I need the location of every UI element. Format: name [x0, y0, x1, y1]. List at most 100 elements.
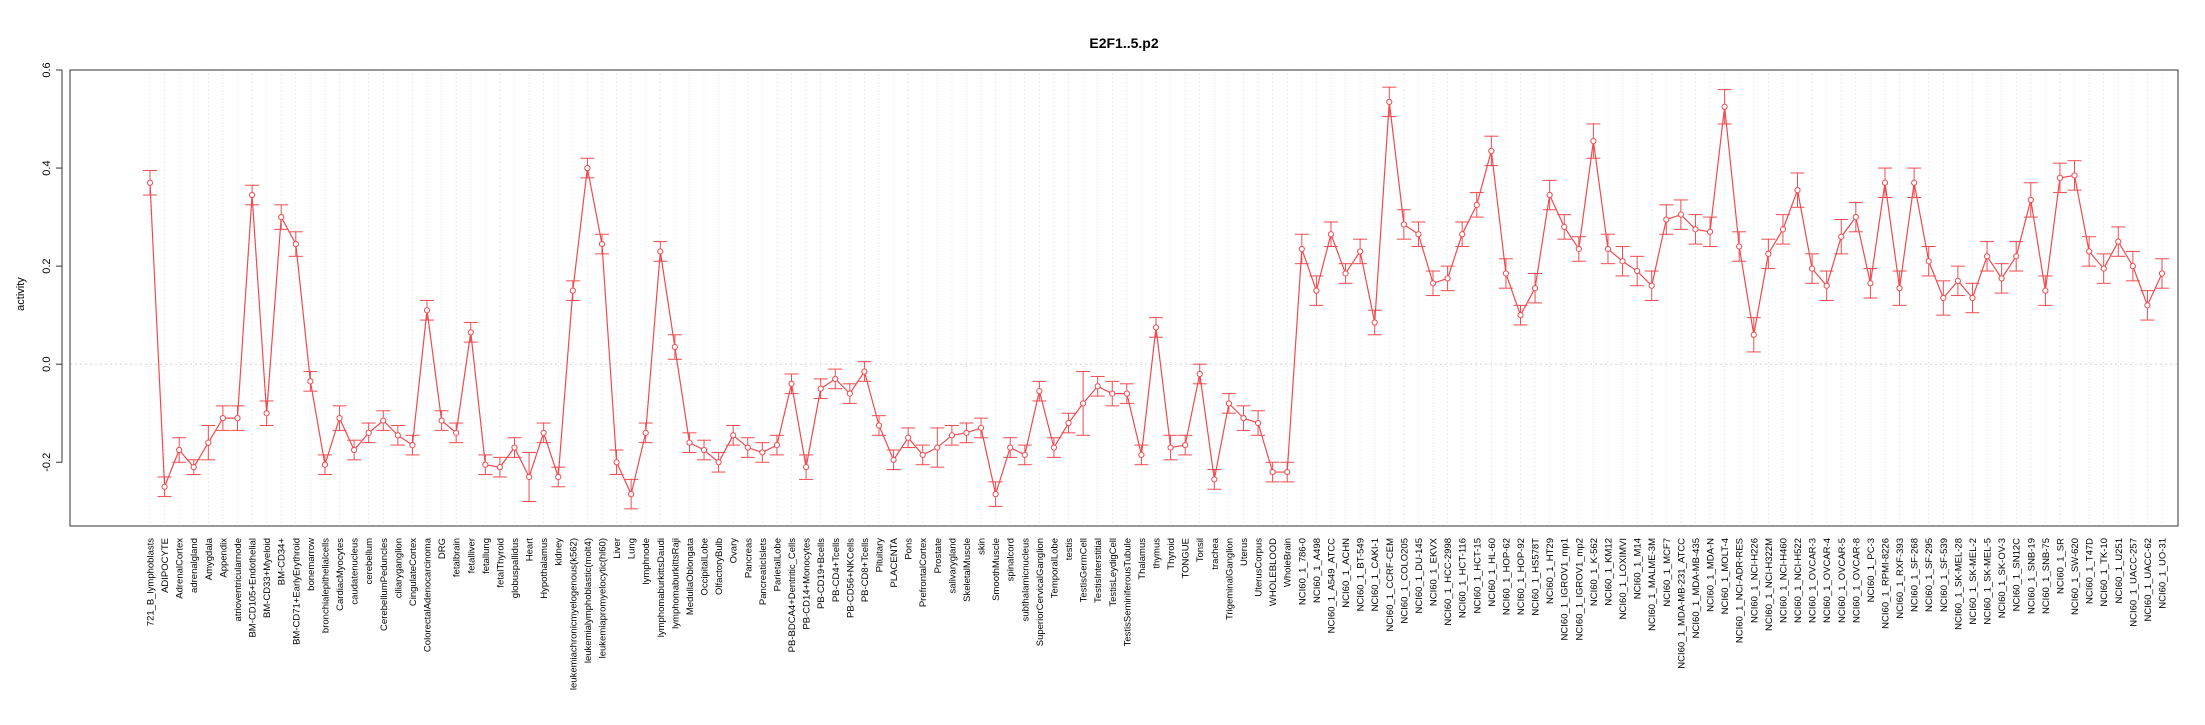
data-point [1269, 468, 1276, 476]
x-tick-label: NCI60_1_PC-3 [1866, 538, 1877, 602]
x-tick-label: NCI60_1_UACC-62 [2143, 538, 2154, 621]
x-tick-label: fetallung [481, 538, 492, 574]
data-point [1911, 179, 1918, 186]
data-point [613, 459, 620, 466]
data-point [1867, 280, 1874, 287]
x-tick-label: kidney [554, 538, 565, 566]
x-tick-label: NCI60_1_HCT-15 [1472, 538, 1483, 614]
x-tick-label: NCI60_1_BT-549 [1356, 538, 1367, 611]
data-point [1123, 390, 1130, 397]
chart-title: E2F1..5.p2 [1089, 35, 1158, 51]
data-point [263, 410, 270, 417]
x-tick-label: bronchialepithelialcells [320, 538, 331, 633]
x-tick-label: NCI60_1_MDA-N [1706, 538, 1717, 612]
x-tick-label: leukemiapromyelocytic(hl60) [597, 538, 608, 658]
x-tick-label: NCI60_1_SF-268 [1910, 538, 1921, 612]
x-tick-label: NCI60_1_HOP-92 [1516, 538, 1527, 615]
x-tick-label: WHOLEBLOOD [1268, 538, 1279, 606]
data-point [846, 390, 853, 397]
data-point [1925, 258, 1932, 265]
data-point [2115, 238, 2122, 245]
data-point [1517, 312, 1524, 319]
data-point [759, 449, 766, 456]
data-point [1852, 213, 1859, 221]
data-point [1429, 280, 1437, 287]
data-point [1808, 265, 1816, 272]
x-tick-label: NCI60_1_SN12C [2012, 538, 2023, 612]
data-point [817, 385, 824, 392]
data-point [700, 446, 708, 454]
x-tick-label: Tonsil [1195, 538, 1206, 562]
x-tick-label: SmoothMuscle [991, 538, 1002, 601]
data-point [1779, 226, 1787, 233]
data-point [1706, 228, 1714, 235]
data-point [569, 287, 576, 294]
data-point [788, 380, 795, 387]
data-point [1254, 419, 1262, 427]
data-point [1575, 245, 1582, 253]
data-point [248, 191, 256, 199]
x-tick-label: 721_B_lymphoblasts [146, 538, 157, 626]
data-point [146, 179, 154, 186]
x-tick-label: SuperiorCervicalGanglion [1035, 538, 1046, 646]
data-point [1969, 294, 1976, 302]
data-point [1357, 248, 1364, 255]
data-point [773, 441, 781, 449]
x-tick-label: OccipitalLobe [700, 538, 711, 596]
x-tick-label: subthalamicnucleus [1020, 538, 1031, 622]
data-point [161, 483, 168, 490]
x-tick-label: skin [977, 538, 988, 555]
x-tick-label: Hypothalamus [539, 538, 550, 599]
x-tick-label: UterusCorpus [1254, 538, 1265, 597]
data-point [2100, 265, 2107, 272]
x-tick-label: NCI60_1_SR [2055, 538, 2066, 594]
data-point [963, 429, 970, 436]
data-point [744, 444, 751, 451]
x-tick-label: Prostate [933, 538, 944, 573]
grid-lines [70, 70, 2178, 526]
x-tick-label: DRG [437, 538, 448, 559]
x-tick-label: BM-CD71+EarlyErythroid [291, 538, 302, 645]
x-tick-label: NCI60_1_SF-295 [1924, 538, 1935, 612]
data-point [802, 464, 810, 471]
x-tick-label: NCI60_1_NCI-H322M [1764, 538, 1775, 631]
x-tick-label: fetalThyroid [495, 538, 506, 588]
data-point [278, 213, 285, 221]
data-point [642, 429, 649, 436]
x-tick-label: AdrenalCortex [175, 538, 186, 599]
x-tick-label: ParietalLobe [772, 538, 783, 591]
x-tick-label: NCI60_1_MDA-MB-231_ATCC [1676, 538, 1687, 669]
x-tick-label: NCI60_1_OVCAR-3 [1808, 538, 1819, 623]
data-point [832, 375, 839, 383]
x-tick-label: NCI60_1_U251 [2114, 538, 2125, 604]
data-point [1692, 226, 1699, 233]
y-axis: -0.2 0.0 0.2 0.4 0.6 [41, 62, 63, 472]
data-points [146, 98, 2166, 498]
x-tick-label: PB-CD8+Tcells [860, 538, 871, 602]
data-point [2158, 270, 2166, 277]
x-tick-label: NCI60_1_MOLT-4 [1720, 538, 1731, 614]
data-point [2027, 196, 2034, 204]
data-point [1386, 98, 1393, 105]
data-point [1050, 444, 1058, 451]
data-point [1546, 191, 1553, 199]
data-point [219, 415, 226, 422]
data-point [1284, 468, 1291, 476]
x-tick-label: NCI60_1_SK-OV-3 [1997, 538, 2008, 618]
x-tick-label: NCI60_1_NCI-ADR-RES [1735, 538, 1746, 643]
data-point [890, 456, 897, 463]
error-bars [143, 86, 2169, 510]
data-point [453, 429, 460, 436]
data-point [1502, 270, 1510, 277]
x-tick-label: TrigeminalGanglion [1224, 538, 1235, 620]
x-tick-label: ColorectalAdenocarcinoma [423, 537, 434, 652]
data-point [1036, 388, 1043, 395]
x-tick-label: NCI60_1_SNB-19 [2026, 538, 2037, 614]
data-point [394, 432, 401, 439]
data-point [409, 441, 416, 449]
data-point [1080, 400, 1087, 407]
data-point [1590, 137, 1597, 145]
x-tick-label: CingulateCortex [408, 538, 419, 606]
